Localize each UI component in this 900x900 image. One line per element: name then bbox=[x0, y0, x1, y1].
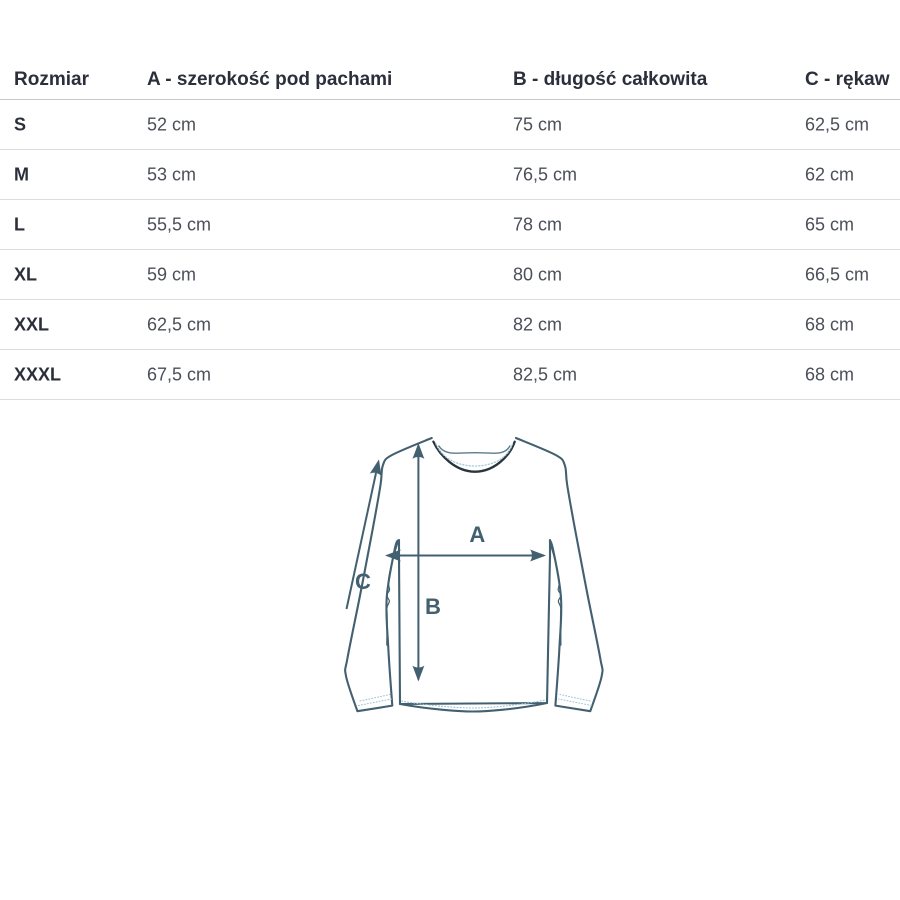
svg-text:A: A bbox=[469, 522, 485, 547]
svg-text:B: B bbox=[425, 594, 441, 619]
svg-text:C: C bbox=[355, 569, 371, 594]
